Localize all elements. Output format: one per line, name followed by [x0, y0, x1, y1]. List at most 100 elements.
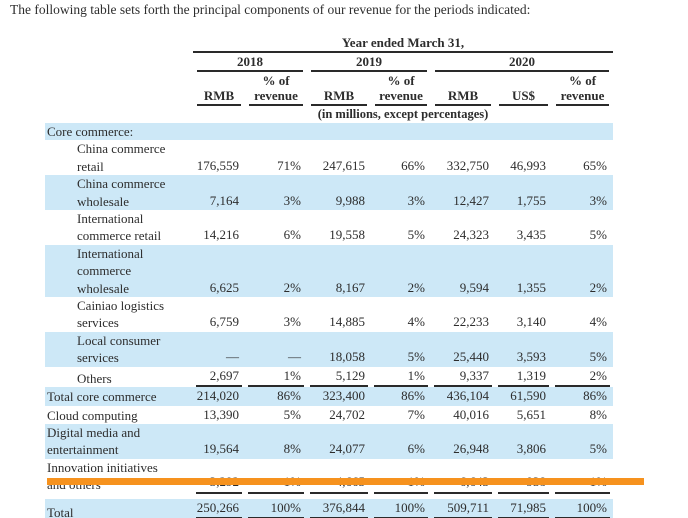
- col-header-pct-2018: % of revenue: [245, 72, 307, 106]
- table-row-international-commerce-retail: International commerce retail 14,216 6% …: [45, 210, 613, 245]
- cell-value: 1%: [374, 367, 428, 388]
- year-label: 2018: [197, 53, 303, 72]
- orange-highlight-bar: [47, 478, 644, 485]
- cell-value: 1,755: [516, 192, 546, 208]
- cell-value: 66%: [401, 157, 425, 173]
- cell-value: 247,615: [322, 157, 365, 173]
- cell-value: 65%: [583, 157, 608, 173]
- year-label: 2019: [311, 53, 427, 72]
- cell-value: 61,590: [510, 388, 546, 404]
- col-header-rmb-2020: RMB: [431, 72, 495, 106]
- table-row-others: Others 2,697 1% 5,129 1% 9,337 1,319 2%: [45, 367, 613, 388]
- header-spacer: [45, 53, 193, 72]
- intro-text: The following table sets forth the princ…: [10, 2, 531, 17]
- cell-value: 22,233: [453, 314, 489, 330]
- cell-value: 2%: [589, 279, 608, 295]
- cell-value: 3,593: [516, 349, 546, 365]
- units-note: (in millions, except percentages): [317, 107, 489, 121]
- units-note-row: (in millions, except percentages): [45, 106, 613, 123]
- col-header-pct-2020: % of revenue: [552, 72, 613, 106]
- year-2018-header: 2018: [193, 53, 307, 72]
- cell-value: 176,559: [196, 157, 239, 173]
- cell-value: 71,985: [498, 499, 549, 518]
- cell-value: 8%: [589, 406, 608, 422]
- row-label: Digital media and entertainment: [45, 423, 193, 459]
- cell-value: —: [288, 349, 301, 365]
- cell-value: —: [226, 349, 239, 365]
- cell-value: 3,140: [516, 314, 546, 330]
- cell-value: 5%: [589, 441, 608, 457]
- cell-value: 13,390: [203, 406, 239, 422]
- cell-value: 71%: [277, 157, 301, 173]
- col-header-rmb-2019: RMB: [307, 72, 371, 106]
- col-header-usd-2020: US$: [495, 72, 552, 106]
- cell-value: 3,435: [516, 227, 546, 243]
- cell-value: 3%: [283, 192, 301, 208]
- row-label: Local consumer services: [45, 331, 193, 367]
- cell-value: 24,077: [329, 441, 365, 457]
- cell-value: 5%: [407, 349, 425, 365]
- years-row: 2018 2019 2020: [45, 53, 613, 72]
- revenue-table: Year ended March 31, 2018 2019 2020 RMB …: [45, 34, 614, 518]
- cell-value: 24,702: [329, 406, 365, 422]
- cell-value: 436,104: [446, 388, 489, 404]
- cell-value: 4%: [407, 314, 425, 330]
- cell-value: 5%: [283, 406, 301, 422]
- row-label: Innovation initiatives and others: [47, 459, 158, 492]
- row-label: Total: [45, 498, 193, 518]
- cell-value: 25,440: [453, 349, 489, 365]
- cell-value: 3%: [589, 192, 608, 208]
- year-ended-header: Year ended March 31,: [193, 34, 614, 53]
- cell-value: 46,993: [510, 157, 546, 173]
- table-row-digital-media-entertainment: Digital media and entertainment 19,564 8…: [45, 423, 614, 459]
- cell-value: 5%: [589, 349, 608, 365]
- cell-value: 2,697: [196, 367, 242, 388]
- cell-value: 4%: [589, 314, 608, 330]
- cell-value: 332,750: [446, 157, 489, 173]
- col-header-pct-2019: % of revenue: [371, 72, 431, 106]
- cell-value: 5,651: [516, 406, 546, 422]
- cell-value: 323,400: [322, 388, 365, 404]
- cell-value: 1%: [248, 367, 304, 388]
- cell-value: 509,711: [434, 499, 492, 518]
- note-spacer: [45, 106, 193, 123]
- cell-value: 2%: [283, 279, 301, 295]
- row-label: Core commerce:: [45, 123, 193, 141]
- cell-value: 19,564: [203, 441, 239, 457]
- cell-value: 1,355: [516, 279, 546, 295]
- year-ended-label: Year ended March 31,: [193, 34, 614, 53]
- cell-value: 250,266: [196, 499, 242, 518]
- cell-value: 12,427: [453, 192, 489, 208]
- span-header-row: Year ended March 31,: [45, 34, 614, 53]
- cell-value: 5%: [407, 227, 425, 243]
- cell-value: 214,020: [196, 388, 239, 404]
- cell-value: 8,167: [335, 279, 365, 295]
- table-row-china-commerce-wholesale: China commerce wholesale 7,164 3% 9,988 …: [45, 175, 614, 211]
- cell-value: 24,323: [453, 227, 489, 243]
- table-row-innovation-initiatives: Innovation initiatives and others 3,292 …: [45, 459, 613, 494]
- table-row-local-consumer-services: Local consumer services — — 18,058 5% 25…: [45, 331, 614, 367]
- cell-value: 3%: [407, 192, 425, 208]
- year-2019-header: 2019: [307, 53, 431, 72]
- cell-value: 14,216: [203, 227, 239, 243]
- table-row-cainiao-logistics-services: Cainiao logistics services 6,759 3% 14,8…: [45, 297, 613, 332]
- cell-value: 7%: [407, 406, 425, 422]
- cell-value: 40,016: [453, 406, 489, 422]
- cell-value: 6%: [283, 227, 301, 243]
- cell-value: 2%: [407, 279, 425, 295]
- cell-value: 19,558: [329, 227, 365, 243]
- cell-value: 5%: [589, 227, 608, 243]
- cell-value: 2%: [555, 367, 611, 388]
- table-row-core-commerce: Core commerce:: [45, 123, 614, 141]
- cell-value: 100%: [248, 499, 304, 518]
- row-label: Cloud computing: [47, 407, 138, 423]
- cell-value: 86%: [401, 388, 425, 404]
- cell-value: 14,885: [329, 314, 365, 330]
- header-spacer: [45, 34, 193, 53]
- cell-value: 100%: [374, 499, 428, 518]
- cell-value: 18,058: [329, 349, 365, 365]
- row-label: Others: [77, 370, 112, 386]
- cell-value: 6,625: [209, 279, 239, 295]
- table-row-international-commerce-wholesale: International commerce wholesale 6,625 2…: [45, 244, 614, 298]
